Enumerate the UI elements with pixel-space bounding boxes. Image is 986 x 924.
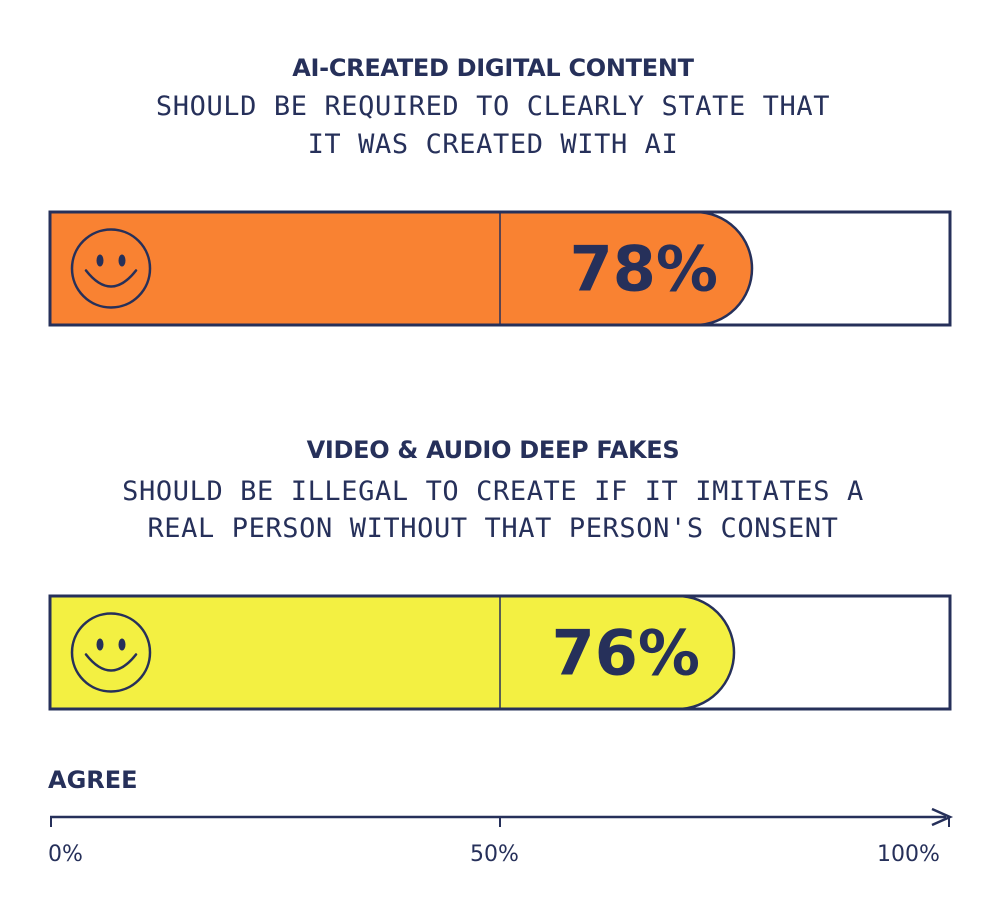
bar-1-subtitle-line-1: SHOULD BE REQUIRED TO CLEARLY STATE THAT	[155, 91, 831, 122]
bar-1-value-label: 78%	[570, 233, 718, 306]
x-tick-50: 50%	[470, 842, 519, 867]
bar-1-title: AI-CREATED DIGITAL CONTENT	[292, 54, 694, 82]
x-axis-title: AGREE	[48, 766, 138, 794]
bar-2-fill	[50, 596, 734, 709]
bar-1-subtitle-line-2: IT WAS CREATED WITH AI	[307, 129, 679, 160]
bar-2-title: VIDEO & AUDIO DEEP FAKES	[306, 436, 680, 464]
bar-1-end	[695, 210, 754, 327]
smiley-icon	[70, 612, 152, 693]
bar-1-fill	[50, 212, 752, 325]
x-tick-0: 0%	[48, 842, 83, 867]
bar-2-value-label: 76%	[552, 617, 700, 690]
bar-2-subtitle-line-2: REAL PERSON WITHOUT THAT PERSON'S CONSEN…	[147, 513, 839, 544]
bar-2-end	[677, 594, 736, 711]
x-tick-100: 100%	[877, 842, 940, 867]
smiley-icon	[70, 228, 152, 309]
bar-2-subtitle-line-1: SHOULD BE ILLEGAL TO CREATE IF IT IMITAT…	[122, 476, 864, 507]
